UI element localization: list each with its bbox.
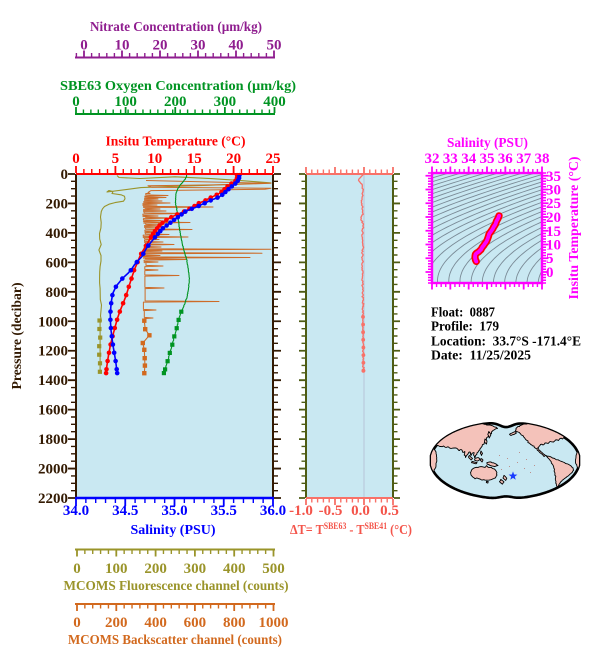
svg-text:35.5: 35.5 [211,503,237,519]
svg-text:35.0: 35.0 [161,503,187,519]
svg-text:600: 600 [184,615,207,631]
svg-text:200: 200 [105,615,128,631]
svg-text:20: 20 [546,210,561,226]
svg-text:20: 20 [226,151,241,167]
svg-text:ΔT= TSBE63 - TSBE41 (°C): ΔT= TSBE63 - TSBE41 (°C) [290,521,412,538]
svg-text:15: 15 [546,224,561,240]
svg-text:Salinity (PSU): Salinity (PSU) [131,523,216,538]
svg-text:600: 600 [46,255,69,271]
svg-text:50: 50 [267,38,282,54]
svg-text:0: 0 [72,94,80,110]
svg-text:15: 15 [187,151,202,167]
svg-text:25: 25 [546,196,561,212]
svg-text:1200: 1200 [38,344,68,360]
svg-text:800: 800 [223,615,246,631]
svg-text:Date: 11/25/2025: Date: 11/25/2025 [431,349,531,364]
svg-text:Pressure (decibar): Pressure (decibar) [10,282,25,389]
svg-text:1400: 1400 [38,373,68,389]
svg-text:Insitu Temperature (°C): Insitu Temperature (°C) [567,156,582,299]
svg-text:0: 0 [546,265,554,281]
svg-text:400: 400 [223,561,246,577]
svg-text:34.0: 34.0 [63,503,89,519]
svg-text:SBE63 Oxygen Concentration (µm: SBE63 Oxygen Concentration (µm/kg) [60,79,296,94]
svg-text:5: 5 [546,251,554,267]
svg-text:25: 25 [266,151,281,167]
svg-text:20: 20 [153,38,168,54]
svg-text:Profile: 179: Profile: 179 [431,320,499,335]
svg-text:200: 200 [164,94,187,110]
svg-text:300: 300 [214,94,237,110]
svg-text:35: 35 [480,151,495,167]
svg-text:2200: 2200 [38,491,68,507]
svg-text:200: 200 [46,197,69,213]
svg-text:1600: 1600 [38,403,68,419]
svg-text:2000: 2000 [38,462,68,478]
svg-text:500: 500 [262,561,285,577]
svg-text:36.0: 36.0 [260,503,286,519]
svg-text:30: 30 [191,38,206,54]
svg-text:Salinity (PSU): Salinity (PSU) [447,136,528,151]
svg-text:10: 10 [147,151,162,167]
svg-text:100: 100 [114,94,137,110]
svg-text:1800: 1800 [38,432,68,448]
svg-text:1000: 1000 [259,615,289,631]
svg-text:Insitu Temperature (°C): Insitu Temperature (°C) [106,135,246,150]
svg-text:100: 100 [105,561,128,577]
svg-text:0: 0 [73,615,81,631]
svg-text:0.5: 0.5 [380,503,399,519]
svg-text:Location: 33.7°S -171.4°E: Location: 33.7°S -171.4°E [431,335,581,350]
svg-text:30: 30 [546,183,561,199]
svg-text:38: 38 [535,151,550,167]
svg-text:-0.5: -0.5 [319,503,343,519]
svg-text:1000: 1000 [38,314,68,330]
svg-text:34.5: 34.5 [112,503,138,519]
svg-text:36: 36 [498,151,514,167]
svg-text:0: 0 [61,167,69,183]
svg-text:200: 200 [144,561,167,577]
svg-text:5: 5 [112,151,120,167]
svg-text:Float: 0887: Float: 0887 [431,306,495,321]
svg-text:0: 0 [73,561,81,577]
svg-text:400: 400 [46,226,69,242]
svg-text:10: 10 [546,238,561,254]
svg-text:MCOMS Fluorescence channel (co: MCOMS Fluorescence channel (counts) [64,579,289,594]
svg-text:10: 10 [115,38,130,54]
svg-text:0.0: 0.0 [351,503,370,519]
svg-text:Nitrate Concentration (µm/kg): Nitrate Concentration (µm/kg) [90,20,262,35]
svg-text:800: 800 [46,285,69,301]
svg-text:0: 0 [80,38,88,54]
svg-text:-1.0: -1.0 [289,503,313,519]
svg-text:32: 32 [425,151,440,167]
svg-text:34: 34 [461,151,477,167]
svg-text:40: 40 [229,38,244,54]
svg-text:37: 37 [516,151,532,167]
svg-text:400: 400 [144,615,167,631]
svg-text:400: 400 [263,94,286,110]
svg-text:33: 33 [443,151,458,167]
svg-text:0: 0 [72,151,80,167]
svg-text:MCOMS Backscatter channel (cou: MCOMS Backscatter channel (counts) [68,633,282,648]
svg-text:300: 300 [184,561,207,577]
svg-text:35: 35 [546,169,561,185]
